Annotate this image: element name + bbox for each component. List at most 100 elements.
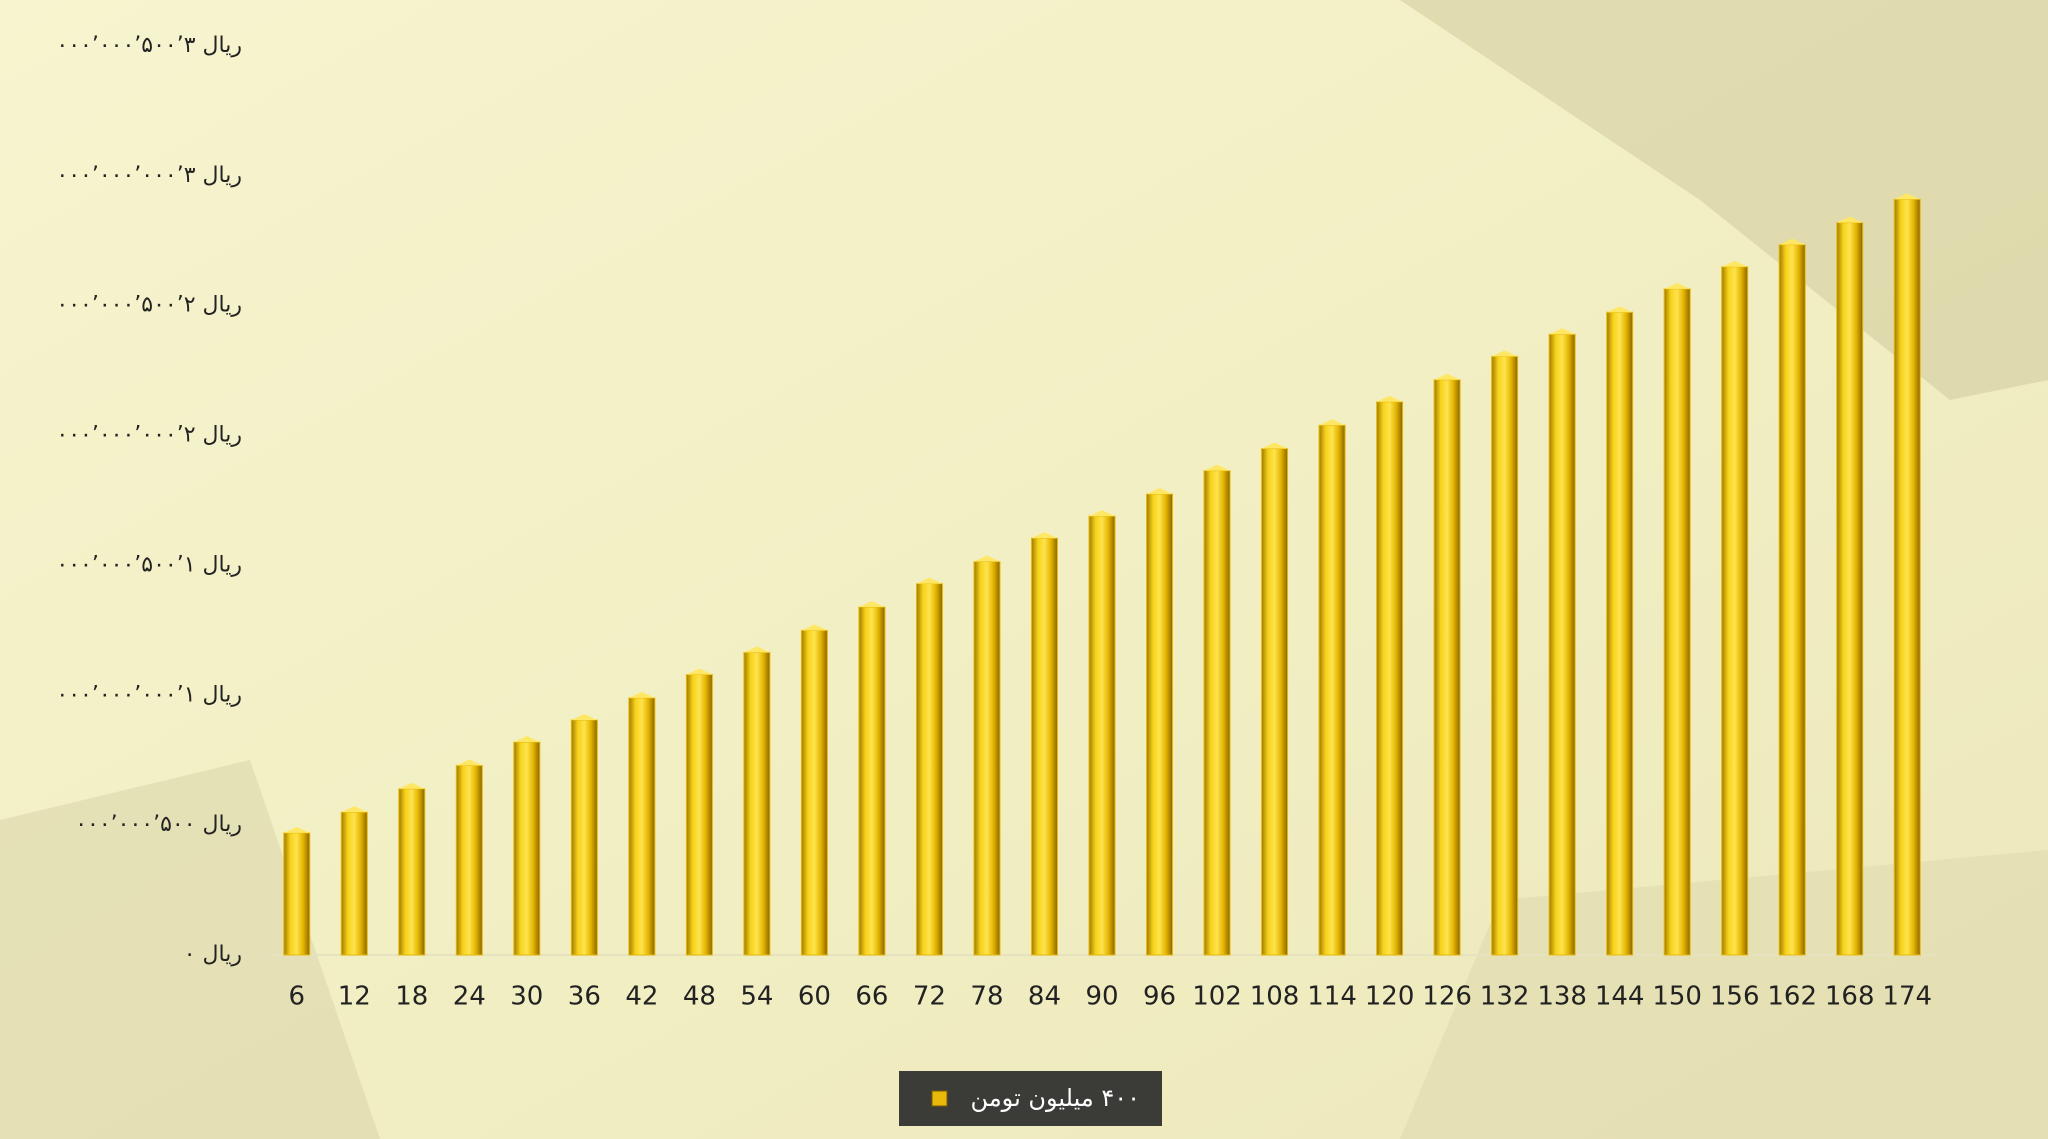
bar-group <box>685 668 713 956</box>
bar <box>283 832 311 956</box>
legend: ۴۰۰ میلیون تومن <box>899 1071 1162 1126</box>
bar-bevel <box>973 555 1000 562</box>
bar <box>1088 515 1116 956</box>
x-tick-label: 54 <box>740 982 773 1012</box>
x-tick-label: 60 <box>798 982 831 1012</box>
bar <box>685 674 713 956</box>
bar <box>1376 401 1404 956</box>
x-tick-label: 36 <box>568 982 601 1012</box>
bar <box>1203 470 1231 956</box>
bar <box>743 651 771 956</box>
x-tick-label: 24 <box>453 982 486 1012</box>
bar-bevel <box>1491 350 1518 357</box>
bar <box>1836 222 1864 956</box>
bar-group <box>1203 464 1231 956</box>
bar <box>1778 244 1806 956</box>
x-tick-label: 30 <box>510 982 543 1012</box>
bar <box>513 741 541 956</box>
y-tick-label: ریال ۱’۰۰۰’۰۰۰’۰۰۰ <box>56 682 242 707</box>
x-tick-label: 78 <box>970 982 1003 1012</box>
x-tick-label: 162 <box>1767 982 1817 1012</box>
bar-group <box>340 806 368 956</box>
x-tick-label: 114 <box>1307 982 1357 1012</box>
bar-group <box>283 826 311 956</box>
x-tick-label: 132 <box>1480 982 1530 1012</box>
bar <box>915 583 943 956</box>
bar-bevel <box>1779 238 1806 245</box>
bar-group <box>398 782 426 956</box>
x-tick-label: 42 <box>625 982 658 1012</box>
bar <box>1606 311 1634 956</box>
x-tick-label: 90 <box>1085 982 1118 1012</box>
bar-group <box>1606 306 1634 956</box>
bar <box>570 719 598 956</box>
bar-group <box>915 577 943 956</box>
bar-group <box>1088 510 1116 956</box>
x-tick-label: 6 <box>288 982 305 1012</box>
x-tick-label: 18 <box>395 982 428 1012</box>
bar-bevel <box>1549 328 1576 335</box>
bar-bevel <box>1031 532 1058 539</box>
bar-group <box>858 600 886 956</box>
x-tick-label: 138 <box>1537 982 1587 1012</box>
y-tick-label: ریال ۲’۵۰۰’۰۰۰’۰۰۰ <box>56 293 242 318</box>
bar <box>1433 379 1461 956</box>
bar-bevel <box>916 577 943 584</box>
bar-bevel <box>456 759 483 766</box>
bar <box>340 811 368 956</box>
bar-bevel <box>1319 419 1346 426</box>
bar-bevel <box>858 600 885 607</box>
x-tick-label: 126 <box>1422 982 1472 1012</box>
bar <box>1663 288 1691 956</box>
x-tick-label: 108 <box>1250 982 1300 1012</box>
bar-group <box>628 691 656 956</box>
bar-group <box>1836 216 1864 956</box>
legend-swatch <box>931 1090 948 1107</box>
bar-bevel <box>1146 488 1173 495</box>
y-tick-label: ریال ۱’۵۰۰’۰۰۰’۰۰۰ <box>56 552 242 577</box>
y-tick-label: ریال ۲’۰۰۰’۰۰۰’۰۰۰ <box>56 423 242 448</box>
bar-group <box>1261 442 1289 956</box>
bar-bevel <box>571 713 598 720</box>
x-tick-label: 72 <box>913 982 946 1012</box>
bar-bevel <box>1434 373 1461 380</box>
y-tick-label: ریال ۳’۵۰۰’۰۰۰’۰۰۰ <box>56 33 242 58</box>
bar-bevel <box>283 826 310 833</box>
bar-bevel <box>1261 442 1288 449</box>
x-tick-label: 144 <box>1595 982 1645 1012</box>
bar <box>1318 424 1346 956</box>
bar-group <box>1548 328 1576 956</box>
bar <box>1548 333 1576 956</box>
y-tick-label: ریال ۳’۰۰۰’۰۰۰’۰۰۰ <box>56 163 242 188</box>
bar <box>1261 448 1289 956</box>
bar-group <box>743 646 771 956</box>
bar-bevel <box>1721 260 1748 267</box>
bar <box>1146 493 1174 956</box>
bar-bevel <box>1664 282 1691 289</box>
bar-group <box>1376 395 1404 956</box>
bar <box>398 788 426 956</box>
x-tick-label: 84 <box>1028 982 1061 1012</box>
bar-bevel <box>1204 464 1231 471</box>
bar-bevel <box>398 782 425 789</box>
bar <box>858 606 886 956</box>
bar-bevel <box>341 806 368 813</box>
bar <box>1721 266 1749 956</box>
x-tick-label: 96 <box>1143 982 1176 1012</box>
bar-group <box>1663 282 1691 956</box>
bar <box>800 629 828 956</box>
x-tick-label: 156 <box>1710 982 1760 1012</box>
bar-group <box>973 555 1001 956</box>
bar-group <box>1030 532 1058 956</box>
bar <box>628 697 656 956</box>
bar-group <box>1318 419 1346 956</box>
bar-group <box>513 736 541 956</box>
bar <box>1893 198 1921 956</box>
bar <box>1030 537 1058 956</box>
x-tick-label: 66 <box>855 982 888 1012</box>
bar-bevel <box>1894 193 1921 200</box>
bar-group <box>1433 373 1461 956</box>
x-tick-label: 48 <box>683 982 716 1012</box>
